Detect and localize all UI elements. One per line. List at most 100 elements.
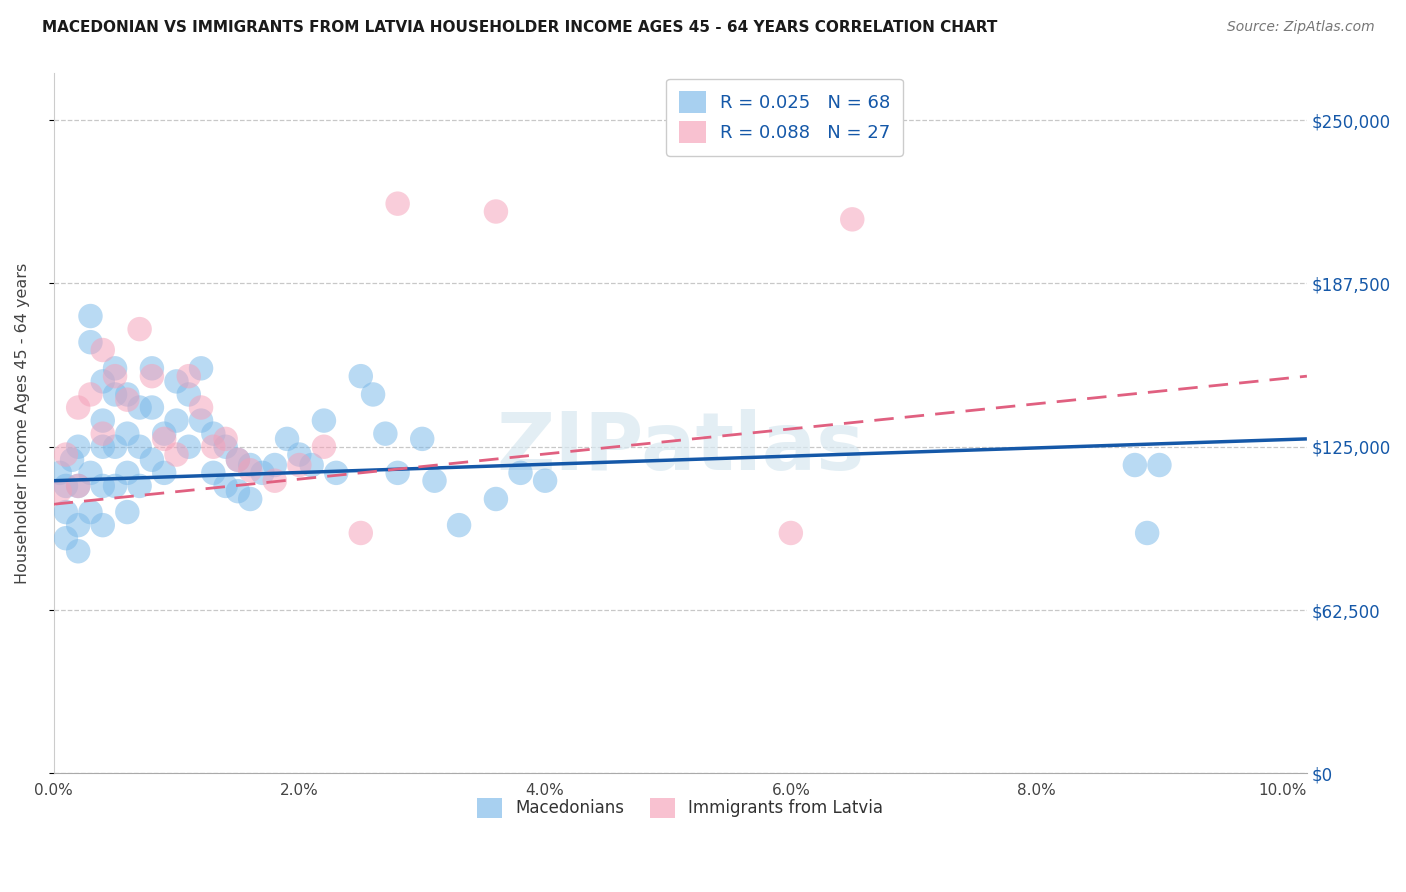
Point	[449, 518, 471, 533]
Point	[177, 387, 200, 401]
Point	[779, 526, 801, 541]
Point	[202, 426, 225, 441]
Point	[128, 479, 150, 493]
Point	[190, 361, 212, 376]
Point	[177, 440, 200, 454]
Point	[153, 466, 176, 480]
Point	[67, 544, 90, 558]
Point	[91, 479, 114, 493]
Point	[1136, 526, 1159, 541]
Point	[288, 458, 311, 472]
Point	[79, 387, 101, 401]
Point	[141, 361, 163, 376]
Legend: Macedonians, Immigrants from Latvia: Macedonians, Immigrants from Latvia	[471, 791, 890, 824]
Point	[104, 361, 127, 376]
Point	[252, 466, 274, 480]
Point	[166, 375, 188, 389]
Point	[117, 505, 139, 519]
Point	[117, 426, 139, 441]
Point	[141, 452, 163, 467]
Point	[166, 448, 188, 462]
Point	[263, 458, 285, 472]
Point	[214, 432, 236, 446]
Point	[55, 505, 77, 519]
Point	[226, 484, 249, 499]
Point	[141, 369, 163, 384]
Point	[534, 474, 557, 488]
Point	[128, 322, 150, 336]
Point	[166, 414, 188, 428]
Point	[226, 452, 249, 467]
Point	[423, 474, 446, 488]
Point	[361, 387, 384, 401]
Point	[48, 484, 70, 499]
Point	[67, 518, 90, 533]
Point	[55, 479, 77, 493]
Point	[67, 479, 90, 493]
Point	[141, 401, 163, 415]
Point	[350, 526, 373, 541]
Point	[190, 414, 212, 428]
Point	[91, 518, 114, 533]
Point	[67, 440, 90, 454]
Text: MACEDONIAN VS IMMIGRANTS FROM LATVIA HOUSEHOLDER INCOME AGES 45 - 64 YEARS CORRE: MACEDONIAN VS IMMIGRANTS FROM LATVIA HOU…	[42, 20, 997, 35]
Point	[214, 479, 236, 493]
Point	[55, 448, 77, 462]
Point	[485, 491, 508, 506]
Point	[1123, 458, 1146, 472]
Point	[190, 401, 212, 415]
Point	[312, 440, 335, 454]
Point	[387, 196, 409, 211]
Point	[79, 309, 101, 323]
Point	[1149, 458, 1171, 472]
Point	[67, 401, 90, 415]
Text: ZIPatlas: ZIPatlas	[496, 409, 865, 487]
Point	[153, 432, 176, 446]
Point	[202, 466, 225, 480]
Point	[104, 440, 127, 454]
Point	[117, 466, 139, 480]
Point	[350, 369, 373, 384]
Point	[841, 212, 863, 227]
Point	[263, 474, 285, 488]
Point	[128, 401, 150, 415]
Text: Source: ZipAtlas.com: Source: ZipAtlas.com	[1227, 20, 1375, 34]
Point	[214, 440, 236, 454]
Point	[288, 448, 311, 462]
Point	[239, 458, 262, 472]
Point	[67, 479, 90, 493]
Point	[374, 426, 396, 441]
Point	[79, 466, 101, 480]
Point	[91, 414, 114, 428]
Point	[239, 463, 262, 477]
Point	[153, 426, 176, 441]
Y-axis label: Householder Income Ages 45 - 64 years: Householder Income Ages 45 - 64 years	[15, 262, 30, 584]
Point	[104, 387, 127, 401]
Point	[128, 440, 150, 454]
Point	[239, 491, 262, 506]
Point	[91, 426, 114, 441]
Point	[117, 387, 139, 401]
Point	[387, 466, 409, 480]
Point	[411, 432, 433, 446]
Point	[117, 392, 139, 407]
Point	[226, 452, 249, 467]
Point	[509, 466, 531, 480]
Point	[325, 466, 347, 480]
Point	[276, 432, 298, 446]
Point	[104, 369, 127, 384]
Point	[79, 505, 101, 519]
Point	[48, 466, 70, 480]
Point	[202, 440, 225, 454]
Point	[91, 343, 114, 357]
Point	[177, 369, 200, 384]
Point	[485, 204, 508, 219]
Point	[312, 414, 335, 428]
Point	[55, 531, 77, 545]
Point	[91, 440, 114, 454]
Point	[91, 375, 114, 389]
Point	[301, 458, 323, 472]
Point	[104, 479, 127, 493]
Point	[79, 335, 101, 350]
Point	[60, 452, 83, 467]
